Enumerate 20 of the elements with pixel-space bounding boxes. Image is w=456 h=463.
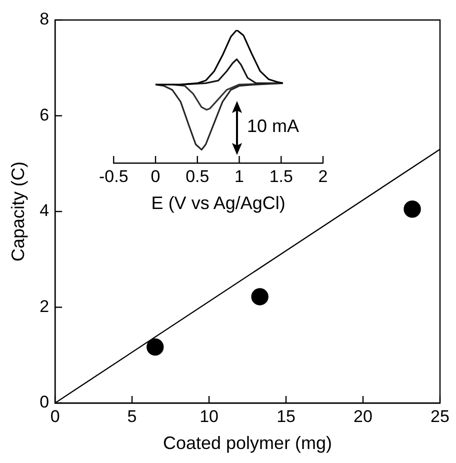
x-axis-title: E (V vs Ag/AgCl) xyxy=(151,193,286,214)
x-tick-label: 1.5 xyxy=(269,166,293,186)
x-tick-label: 25 xyxy=(430,406,450,426)
x-tick-label: 2 xyxy=(318,166,328,186)
y-axis-title: Capacity (C) xyxy=(8,161,28,262)
y-tick-label: 6 xyxy=(40,105,50,124)
x-tick-label: 0 xyxy=(150,166,160,186)
y-tick-label: 0 xyxy=(40,392,50,412)
x-tick-label: 15 xyxy=(276,406,296,426)
y-tick-label: 4 xyxy=(40,201,50,220)
x-tick-label: 0.5 xyxy=(186,166,210,186)
y-tick-label: 8 xyxy=(40,10,50,29)
x-tick-label: 1 xyxy=(234,166,244,186)
x-tick-label: -0.5 xyxy=(99,166,128,186)
x-axis-title: Coated polymer (mg) xyxy=(162,433,332,454)
x-tick-label: 5 xyxy=(127,406,137,426)
y-tick-label: 2 xyxy=(40,296,50,316)
annotation: 10 mA xyxy=(247,116,300,137)
x-tick-label: 20 xyxy=(354,406,372,426)
x-tick-label: 10 xyxy=(200,406,218,426)
